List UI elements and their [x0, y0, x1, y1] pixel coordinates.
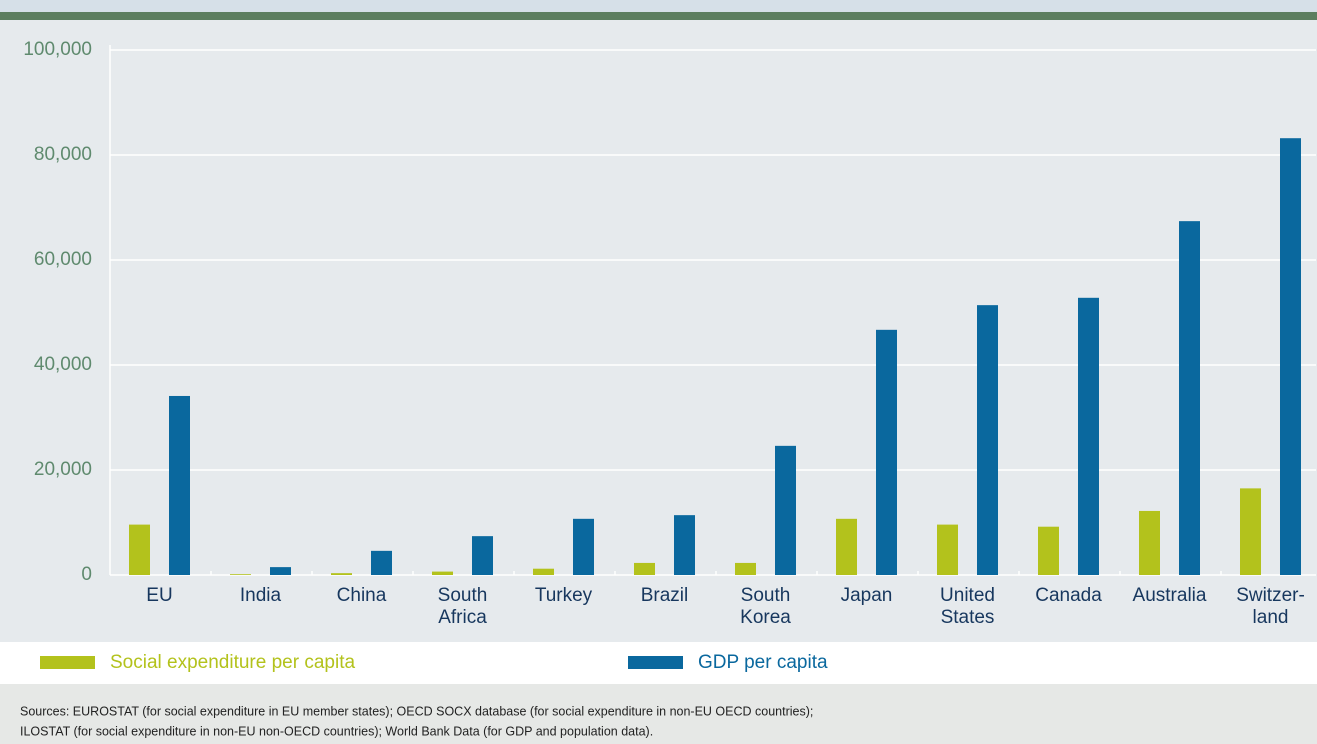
- plot-background: [0, 20, 1317, 642]
- y-tick-label: 40,000: [34, 354, 92, 375]
- x-tick-label: India: [240, 585, 282, 606]
- x-tick-label: Turkey: [535, 585, 593, 606]
- bar: [775, 445, 796, 575]
- footer-background: [0, 684, 1317, 744]
- bar: [533, 568, 554, 575]
- top-band: [0, 0, 1317, 12]
- y-tick-label: 20,000: [34, 459, 92, 480]
- y-tick-label: 60,000: [34, 249, 92, 270]
- bar: [937, 524, 958, 575]
- x-tick-label: Australia: [1133, 585, 1207, 606]
- x-tick-label: South Korea: [740, 585, 791, 628]
- bar: [977, 305, 998, 575]
- bar: [735, 562, 756, 575]
- x-tick-label: Switzer-land: [1236, 585, 1305, 628]
- bar: [1038, 526, 1059, 575]
- source-note: ILOSTAT (for social expenditure in non-E…: [20, 724, 653, 738]
- bar: [371, 550, 392, 575]
- bar: [634, 562, 655, 575]
- x-tick-label: EU: [146, 585, 172, 606]
- bar: [1280, 138, 1301, 575]
- legend-swatch: [628, 656, 683, 669]
- bar: [836, 518, 857, 575]
- bar: [1078, 297, 1099, 575]
- y-tick-label: 0: [81, 564, 92, 585]
- x-tick-label: South Africa: [438, 585, 488, 628]
- y-tick-label: 100,000: [23, 39, 92, 60]
- y-tick-label: 80,000: [34, 144, 92, 165]
- x-tick-label: China: [337, 585, 387, 606]
- bar: [573, 518, 594, 575]
- x-tick-label: Japan: [841, 585, 893, 606]
- bar: [230, 574, 251, 575]
- legend-swatch: [40, 656, 95, 669]
- top-stripe: [0, 12, 1317, 20]
- bar: [169, 395, 190, 575]
- bar: [1240, 488, 1261, 575]
- source-note: Sources: EUROSTAT (for social expenditur…: [20, 704, 813, 718]
- bar: [129, 524, 150, 575]
- bar: [270, 567, 291, 575]
- legend-label: Social expenditure per capita: [110, 652, 355, 673]
- bar: [472, 536, 493, 575]
- x-tick-label: United States: [940, 585, 995, 628]
- bar: [1139, 510, 1160, 575]
- bar: [674, 515, 695, 575]
- x-tick-label: Brazil: [641, 585, 689, 606]
- bar: [876, 329, 897, 575]
- bar: [1179, 221, 1200, 575]
- legend-label: GDP per capita: [698, 652, 828, 673]
- x-tick-label: Canada: [1035, 585, 1102, 606]
- bar: [331, 573, 352, 575]
- bar: [432, 571, 453, 575]
